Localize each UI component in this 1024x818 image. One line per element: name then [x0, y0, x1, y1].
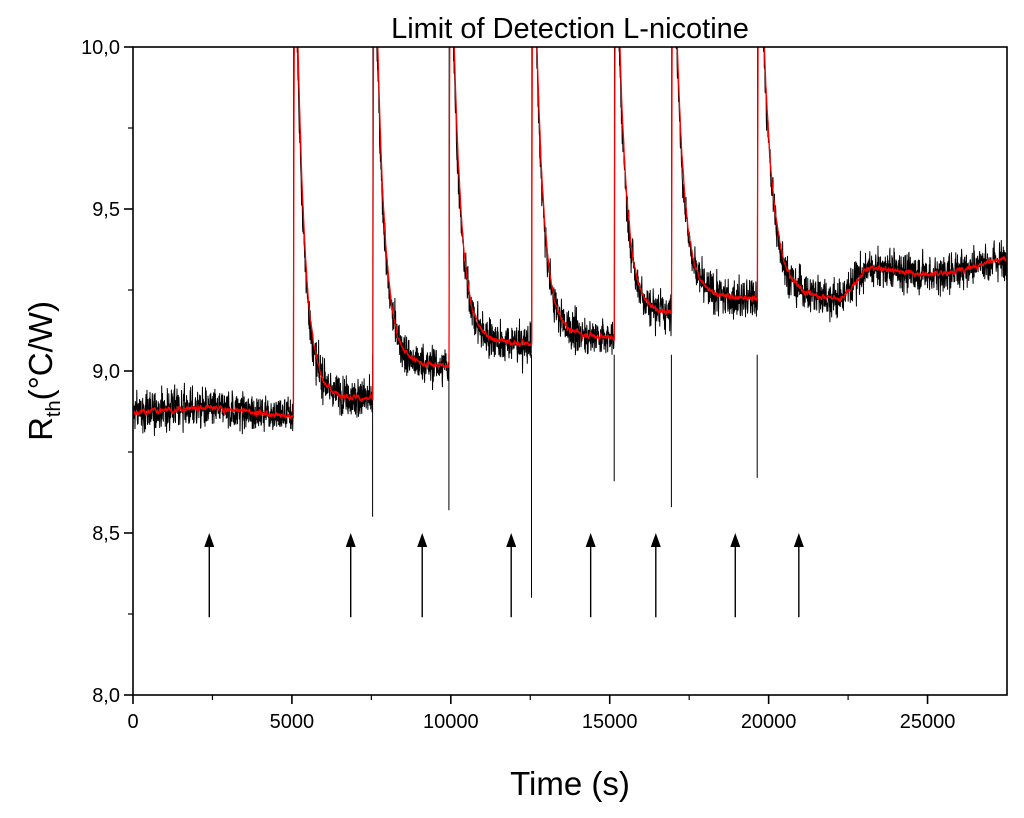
axis-ticks: 0 5000 10000 15000 20000 25000 8,0 8,5 9,0 9,5 10,…	[81, 37, 955, 733]
y-tick-label: 9,0	[92, 361, 120, 383]
chart-title: Limit of Detection L-nicotine	[391, 13, 749, 45]
series-raw-signal	[133, 47, 1007, 598]
x-axis-label: Time (s)	[510, 765, 630, 802]
arrow-annotations	[204, 533, 804, 618]
y-tick-label: 9,5	[92, 199, 120, 221]
arrow-annotation-5-head	[585, 533, 596, 547]
x-tick-label: 15000	[582, 711, 638, 733]
y-axis-label-main: R	[22, 417, 59, 441]
x-tick-label: 0	[127, 711, 138, 733]
arrow-annotation-1-head	[204, 533, 215, 547]
y-axis-label-unit: (°C/W)	[22, 301, 59, 400]
x-tick-label: 20000	[741, 711, 797, 733]
arrow-annotation-7-head	[730, 533, 741, 547]
x-tick-label: 25000	[900, 711, 956, 733]
y-tick-label: 10,0	[81, 37, 120, 59]
arrow-annotation-2-head	[345, 533, 356, 547]
y-axis-label-subscript: th	[43, 400, 65, 417]
y-axis-label: Rth(°C/W)	[22, 301, 65, 441]
arrow-annotation-4-head	[506, 533, 517, 547]
y-tick-label: 8,0	[92, 685, 120, 707]
arrow-annotation-3-head	[417, 533, 428, 547]
y-tick-label: 8,5	[92, 523, 120, 545]
arrow-annotation-6-head	[650, 533, 661, 547]
plot-area	[133, 47, 1007, 598]
plot-frame	[132, 46, 1008, 696]
x-tick-label: 5000	[270, 711, 315, 733]
x-tick-label: 10000	[423, 711, 479, 733]
series-smoothed-signal	[133, 47, 1007, 419]
arrow-annotation-8-head	[793, 533, 804, 547]
